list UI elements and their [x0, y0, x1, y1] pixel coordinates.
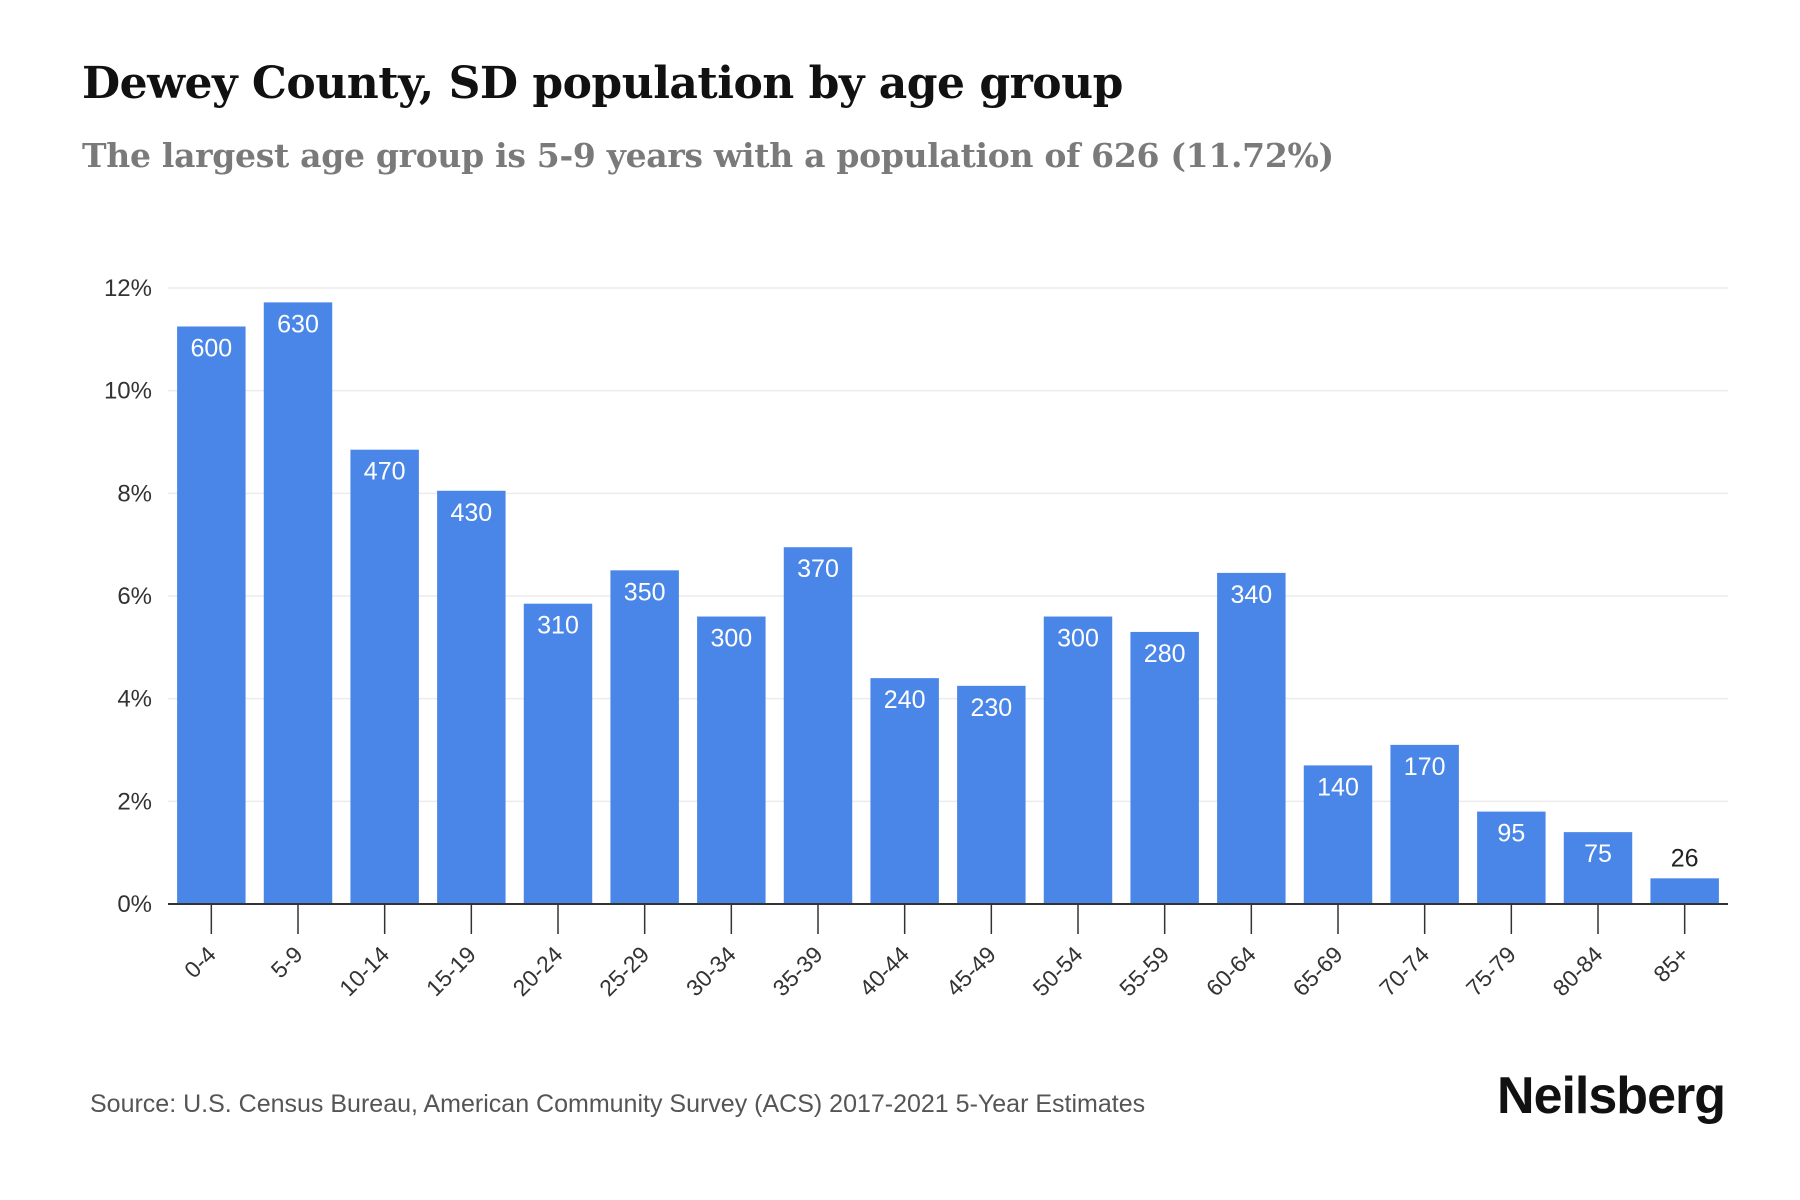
x-tick-label: 5-9	[266, 941, 308, 983]
y-tick-label: 8%	[117, 480, 152, 507]
bar	[1390, 744, 1459, 904]
y-tick-label: 10%	[104, 378, 152, 405]
bar-value-label: 75	[1584, 840, 1612, 868]
x-tick-label: 20-24	[508, 941, 568, 1001]
source-note: Source: U.S. Census Bureau, American Com…	[90, 1090, 1146, 1118]
bar	[263, 302, 333, 905]
x-tick-label: 85+	[1648, 941, 1694, 987]
x-tick-label: 65-69	[1288, 941, 1348, 1001]
bar-value-label: 280	[1144, 640, 1186, 668]
bar	[1650, 878, 1719, 904]
bar	[1130, 631, 1199, 904]
chart-title: Dewey County, SD population by age group	[82, 58, 1123, 109]
bar	[437, 490, 506, 904]
bar-value-label: 470	[364, 458, 406, 486]
bar	[870, 678, 939, 904]
x-tick-label: 45-49	[941, 941, 1001, 1001]
bar-value-label: 430	[450, 499, 492, 527]
bar	[177, 326, 246, 904]
bar	[1043, 616, 1113, 904]
x-tick-label: 25-29	[594, 941, 654, 1001]
x-tick-label: 55-59	[1114, 941, 1174, 1001]
x-tick-label: 70-74	[1374, 941, 1434, 1001]
y-tick-label: 12%	[104, 275, 152, 302]
bar-value-label: 140	[1317, 773, 1359, 801]
y-tick-label: 0%	[117, 891, 152, 918]
bar-value-label: 600	[190, 335, 232, 363]
bar	[350, 449, 419, 904]
bar-value-label: 310	[537, 612, 579, 640]
bar-value-label: 170	[1404, 753, 1446, 781]
bar-value-label: 340	[1230, 581, 1272, 609]
bar	[523, 603, 593, 904]
x-tick-label: 15-19	[421, 941, 481, 1001]
grid-lines	[168, 287, 1728, 803]
x-tick-label: 60-64	[1201, 941, 1261, 1001]
bar-value-label: 240	[884, 686, 926, 714]
x-tick-label: 0-4	[179, 941, 221, 983]
bar-value-label: 350	[624, 578, 666, 606]
x-tick-label: 50-54	[1028, 941, 1088, 1001]
y-tick-label: 6%	[117, 583, 152, 610]
bar-value-label: 370	[797, 555, 839, 583]
neilsberg-logo: Neilsberg	[1497, 1067, 1726, 1125]
y-axis-ticks: 0% 2% 4% 6% 8% 10% 12%	[104, 275, 152, 918]
bar	[697, 616, 766, 904]
x-axis-ticks: 0-4 5-9 10-14 15-19 20-24 25-29 30-34 35-39 40-4…	[179, 904, 1694, 1001]
chart-subtitle: The largest age group is 5-9 years with …	[82, 136, 1334, 175]
bar	[1217, 572, 1286, 904]
bar-value-label: 630	[277, 310, 319, 338]
bar-value-label: 230	[970, 694, 1012, 722]
x-tick-label: 80-84	[1548, 941, 1608, 1001]
y-tick-label: 2%	[117, 788, 152, 815]
bar	[1563, 832, 1633, 904]
bar-value-label: 300	[1057, 625, 1099, 653]
x-tick-label: 10-14	[334, 941, 394, 1001]
x-tick-label: 75-79	[1461, 941, 1521, 1001]
x-tick-label: 40-44	[854, 941, 914, 1001]
bars: 600 630 470 430 310 350 300 370 240 230 300 280 340 1…	[177, 302, 1719, 905]
bar	[610, 570, 679, 904]
bar	[957, 685, 1026, 904]
bar	[1303, 765, 1373, 904]
bar-value-label: 26	[1671, 844, 1699, 872]
bar	[783, 547, 853, 904]
bar	[1477, 811, 1546, 904]
bar-value-label: 95	[1497, 820, 1525, 848]
y-tick-label: 4%	[117, 686, 152, 713]
x-tick-label: 35-39	[768, 941, 828, 1001]
bar-chart: 600 630 470 430 310 350 300 370 240 230 300 280 340 1…	[104, 275, 1728, 1001]
bar-value-label: 300	[710, 625, 752, 653]
x-tick-label: 30-34	[681, 941, 741, 1001]
